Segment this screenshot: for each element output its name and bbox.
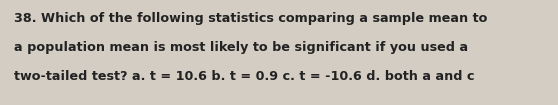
Text: two-tailed test? a. t = 10.6 b. t = 0.9 c. t = -10.6 d. both a and c: two-tailed test? a. t = 10.6 b. t = 0.9 … xyxy=(14,70,474,83)
Text: 38. Which of the following statistics comparing a sample mean to: 38. Which of the following statistics co… xyxy=(14,12,487,25)
Text: a population mean is most likely to be significant if you used a: a population mean is most likely to be s… xyxy=(14,41,468,54)
